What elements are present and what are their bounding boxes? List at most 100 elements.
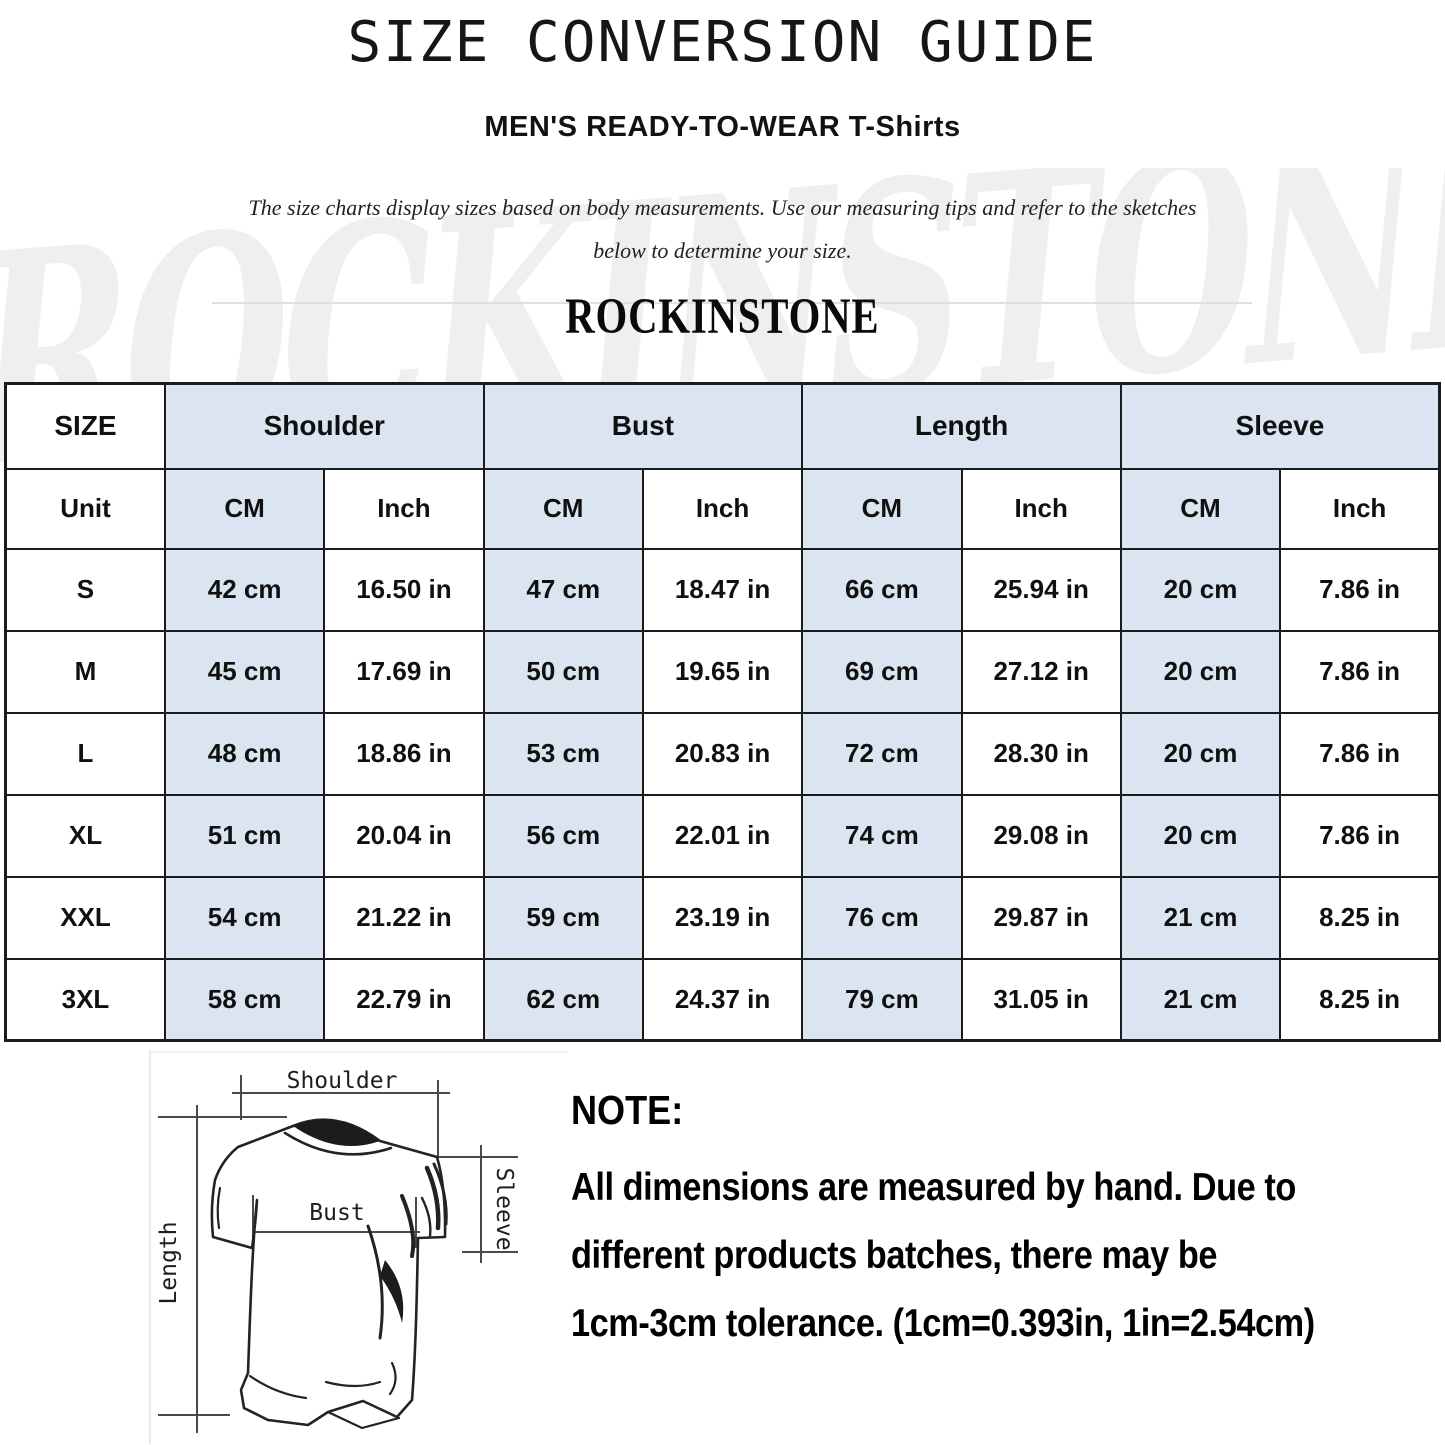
measurement-cell: 24.37 in [641, 957, 804, 1042]
measurement-cell: 53 cm [482, 711, 644, 796]
shoulder-label-bg [278, 1064, 406, 1092]
size-cell: L [4, 711, 166, 796]
measurement-cell: 72 cm [801, 711, 963, 796]
measurement-cell: 21 cm [1119, 875, 1282, 960]
note-line-2: different products batches, there may be [571, 1234, 1218, 1277]
brand-name: ROCKINSTONE [0, 288, 1445, 346]
unit-inch-cell: Inch [323, 467, 485, 550]
size-cell: 3XL [4, 957, 166, 1042]
table-group-header-row: SIZE Shoulder Bust Length Sleeve [4, 382, 1441, 470]
unit-cm-cell: CM [1119, 467, 1282, 550]
measurement-cell: 20 cm [1119, 629, 1282, 714]
size-conversion-table: SIZE Shoulder Bust Length Sleeve Unit CM… [4, 382, 1441, 1042]
tshirt-sketch: Shoulder Bust Length Sleeve [149, 1050, 568, 1444]
measurement-cell: 48 cm [163, 711, 326, 796]
measurement-cell: 76 cm [801, 875, 963, 960]
intro-text: The size charts display sizes based on b… [0, 186, 1445, 272]
measurement-cell: 19.65 in [641, 629, 804, 714]
size-cell: S [4, 547, 166, 632]
measurement-cell: 50 cm [482, 629, 644, 714]
size-cell: XL [4, 793, 166, 878]
size-corner-cell: SIZE [4, 382, 166, 470]
divider-line [212, 302, 1252, 304]
measurement-cell: 20.83 in [641, 711, 804, 796]
measurement-cell: 8.25 in [1279, 957, 1441, 1042]
tshirt-measurement-diagram: Shoulder Bust Length Sleeve [100, 1048, 570, 1445]
measurement-cell: 29.08 in [960, 793, 1122, 878]
measurement-cell: 58 cm [163, 957, 326, 1042]
group-header-sleeve: Sleeve [1119, 382, 1441, 470]
page-subtitle: MEN'S READY-TO-WEAR T-Shirts [484, 111, 961, 143]
measurement-cell: 45 cm [163, 629, 326, 714]
measurement-cell: 27.12 in [960, 629, 1122, 714]
measurement-cell: 23.19 in [641, 875, 804, 960]
measurement-cell: 20.04 in [323, 793, 485, 878]
measurement-cell: 20 cm [1119, 711, 1282, 796]
measurement-cell: 7.86 in [1279, 711, 1441, 796]
measurement-cell: 16.50 in [323, 547, 485, 632]
measurement-cell: 51 cm [163, 793, 326, 878]
measurement-cell: 22.79 in [323, 957, 485, 1042]
page-title: SIZE CONVERSION GUIDE [347, 10, 1098, 75]
size-cell: M [4, 629, 166, 714]
intro-line-2: below to determine your size. [593, 238, 852, 263]
measurement-cell: 18.86 in [323, 711, 485, 796]
table-row-xxl: XXL 54 cm 21.22 in 59 cm 23.19 in 76 cm … [4, 875, 1441, 960]
measurement-cell: 66 cm [801, 547, 963, 632]
diagram-shoulder-label: Shoulder [287, 1068, 398, 1094]
note-line-3: 1cm-3cm tolerance. (1cm=0.393in, 1in=2.5… [571, 1302, 1315, 1345]
measurement-cell: 29.87 in [960, 875, 1122, 960]
measurement-cell: 7.86 in [1279, 793, 1441, 878]
diagram-length-label: Length [156, 1221, 182, 1304]
group-header-shoulder: Shoulder [163, 382, 485, 470]
unit-cm-cell: CM [163, 467, 326, 550]
measurement-cell: 74 cm [801, 793, 963, 878]
unit-label-cell: Unit [4, 467, 166, 550]
unit-cm-cell: CM [801, 467, 963, 550]
diagram-sleeve-label: Sleeve [491, 1167, 517, 1250]
measurement-cell: 25.94 in [960, 547, 1122, 632]
table-row-l: L 48 cm 18.86 in 53 cm 20.83 in 72 cm 28… [4, 711, 1441, 796]
measurement-cell: 79 cm [801, 957, 963, 1042]
table-row-xl: XL 51 cm 20.04 in 56 cm 22.01 in 74 cm 2… [4, 793, 1441, 878]
measurement-cell: 21 cm [1119, 957, 1282, 1042]
measurement-cell: 56 cm [482, 793, 644, 878]
collar-fill [293, 1119, 380, 1146]
unit-cm-cell: CM [482, 467, 644, 550]
measurement-cell: 31.05 in [960, 957, 1122, 1042]
measurement-cell: 7.86 in [1279, 547, 1441, 632]
measurement-cell: 22.01 in [641, 793, 804, 878]
measurement-cell: 47 cm [482, 547, 644, 632]
measurement-cell: 54 cm [163, 875, 326, 960]
measurement-cell: 62 cm [482, 957, 644, 1042]
measurement-cell: 28.30 in [960, 711, 1122, 796]
brand-name-text: ROCKINSTONE [565, 289, 880, 345]
group-header-bust: Bust [482, 382, 804, 470]
measurement-cell: 18.47 in [641, 547, 804, 632]
table-row-m: M 45 cm 17.69 in 50 cm 19.65 in 69 cm 27… [4, 629, 1441, 714]
measurement-cell: 20 cm [1119, 793, 1282, 878]
diagram-bust-label: Bust [309, 1200, 364, 1226]
unit-inch-cell: Inch [641, 467, 804, 550]
measurement-cell: 21.22 in [323, 875, 485, 960]
measurement-cell: 20 cm [1119, 547, 1282, 632]
measurement-cell: 17.69 in [323, 629, 485, 714]
note-heading: NOTE: [571, 1087, 684, 1133]
measurement-cell: 42 cm [163, 547, 326, 632]
note-line-1: All dimensions are measured by hand. Due… [571, 1166, 1296, 1209]
measurement-cell: 8.25 in [1279, 875, 1441, 960]
group-header-length: Length [801, 382, 1122, 470]
table-row-3xl: 3XL 58 cm 22.79 in 62 cm 24.37 in 79 cm … [4, 957, 1441, 1042]
measurement-cell: 7.86 in [1279, 629, 1441, 714]
table-unit-row: Unit CM Inch CM Inch CM Inch CM Inch [4, 467, 1441, 550]
note-block: NOTE: All dimensions are measured by han… [571, 1086, 1401, 1358]
fold-shadow [380, 1260, 404, 1323]
measurement-cell: 59 cm [482, 875, 644, 960]
unit-inch-cell: Inch [1279, 467, 1441, 550]
measurement-cell: 69 cm [801, 629, 963, 714]
size-cell: XXL [4, 875, 166, 960]
intro-line-1: The size charts display sizes based on b… [248, 195, 1197, 220]
unit-inch-cell: Inch [960, 467, 1122, 550]
table-row-s: S 42 cm 16.50 in 47 cm 18.47 in 66 cm 25… [4, 547, 1441, 632]
